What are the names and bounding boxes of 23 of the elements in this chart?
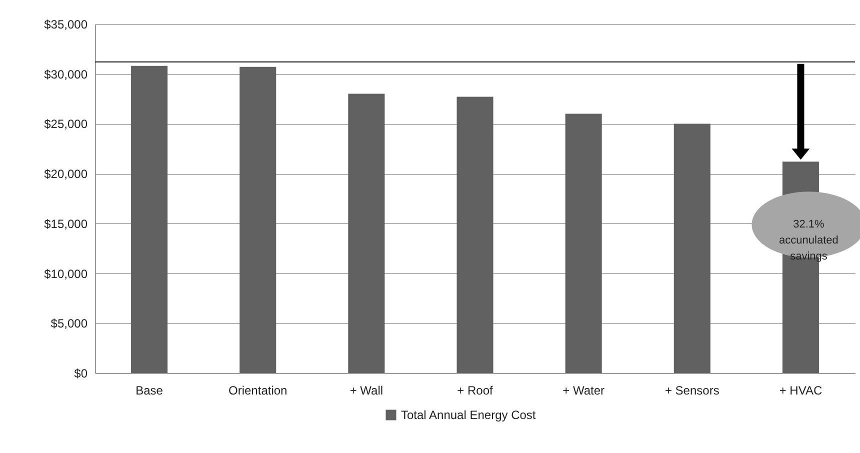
bar <box>348 94 385 373</box>
x-tick-label: + Wall <box>350 384 384 398</box>
y-tick-label: $10,000 <box>44 266 88 281</box>
bar <box>240 66 276 373</box>
y-tick-label: $5,000 <box>50 316 88 331</box>
legend-label: Total Annual Energy Cost <box>401 408 536 422</box>
y-tick-label: $0 <box>74 366 88 380</box>
y-tick-label: $25,000 <box>44 117 88 132</box>
annotation: 32.1% accunulated savings <box>779 218 838 263</box>
y-tick-label: $30,000 <box>44 67 88 82</box>
y-tick-label: $15,000 <box>44 216 88 231</box>
x-tick-label: Orientation <box>228 384 288 398</box>
bar <box>456 96 494 373</box>
bar <box>674 124 710 373</box>
bar <box>131 66 168 373</box>
x-tick-label: + Sensors <box>664 384 720 398</box>
bar <box>565 114 602 373</box>
y-tick-label: $20,000 <box>44 167 88 182</box>
x-tick-label: + Roof <box>457 384 494 398</box>
y-tick-label: $35,000 <box>44 18 88 32</box>
x-tick-label: + HVAC <box>779 384 822 398</box>
x-tick-label: + Water <box>562 384 605 398</box>
x-tick-label: Base <box>136 384 164 398</box>
